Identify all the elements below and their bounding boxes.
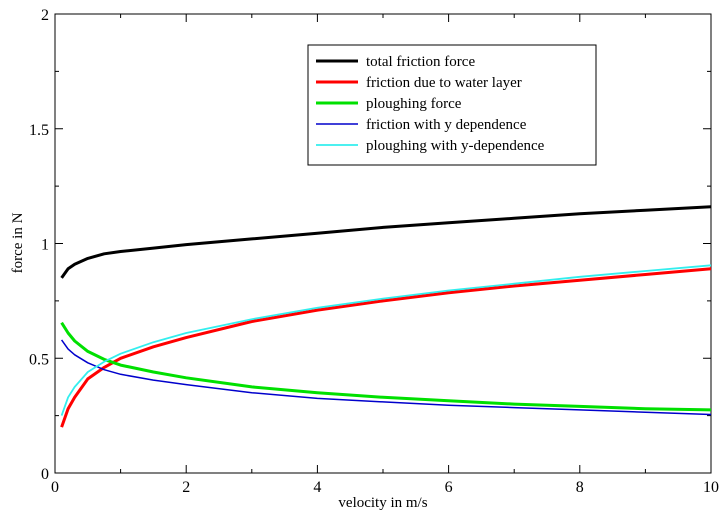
legend-label-4: friction with y dependence — [366, 117, 527, 133]
series-group — [60, 205, 712, 428]
legend-box — [307, 44, 597, 166]
legend-label-3: ploughing force — [366, 96, 462, 112]
x-tick-label: 0 — [51, 479, 59, 496]
x-tick-label: 6 — [445, 479, 453, 496]
y-tick-label: 1.5 — [29, 122, 49, 139]
x-tick-label: 2 — [182, 479, 190, 496]
legend: total friction force friction due to wate… — [307, 44, 597, 166]
y-tick-label: 0.5 — [29, 351, 49, 368]
series-line-4 — [60, 339, 712, 416]
x-tick-label: 10 — [703, 479, 719, 496]
axis-ticks: 0 2 4 6 8 10 0 0.5 1 1.5 2 — [29, 7, 719, 496]
x-tick-label: 4 — [313, 479, 321, 496]
series-line-5 — [60, 264, 712, 416]
y-axis-label: force in N — [10, 212, 26, 273]
series-line-2 — [60, 267, 712, 428]
legend-label-5: ploughing with y-dependence — [366, 138, 545, 154]
legend-label-1: total friction force — [366, 54, 475, 70]
y-tick-label: 2 — [41, 7, 49, 24]
x-axis-label: velocity in m/s — [338, 495, 427, 511]
y-tick-label: 0 — [41, 466, 49, 483]
y-tick-label: 1 — [41, 237, 49, 254]
series-line-3 — [60, 321, 712, 412]
series-line-1 — [60, 205, 712, 279]
legend-label-2: friction due to water layer — [366, 75, 522, 91]
x-tick-label: 8 — [576, 479, 584, 496]
